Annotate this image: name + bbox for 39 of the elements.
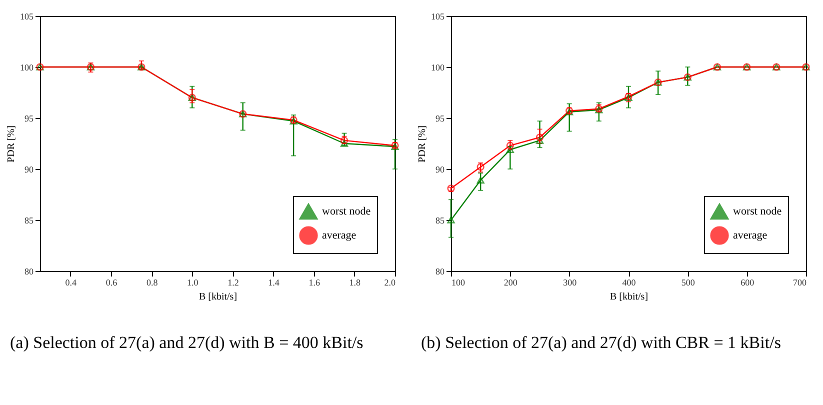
x-tick-label: 200	[504, 278, 518, 288]
text: (a) Selection of 27(a) and 27(d) with B = 400 kBit/s	[9, 332, 364, 354]
x-axis-title: B [kbit/s]	[198, 292, 238, 302]
y-tick-label: 105	[431, 12, 445, 22]
x-tick-label: 600	[740, 278, 755, 288]
y-tick-label: 95	[24, 114, 34, 124]
x-tick-label: 1.0	[187, 278, 199, 288]
text: (b) Selection of 27(a) and 27(d) with CBR = 1 kBit/s	[420, 332, 782, 354]
x-tick-label: 300	[563, 278, 578, 288]
y-tick-label: 80	[436, 266, 445, 276]
x-tick-label: 500	[681, 278, 696, 288]
point	[340, 140, 348, 147]
y-tick-label: 80	[24, 266, 34, 276]
x-tick-label: 400	[622, 278, 636, 288]
x-tick-label: 1.6	[308, 278, 320, 288]
y-tick-label: 90	[436, 164, 445, 174]
y-tick-label: 85	[436, 216, 445, 226]
x-tick-label: 0.4	[65, 278, 78, 288]
y-axis-title: PDR [%]	[417, 126, 428, 162]
x-tick-label: 700	[793, 278, 807, 288]
x-tick-label: 2.0	[384, 278, 396, 288]
legend-label: worst node	[322, 206, 371, 218]
x-tick-label: 0.6	[106, 278, 118, 288]
legend-label: average	[322, 230, 356, 242]
x-tick-label: 1.8	[349, 278, 362, 288]
y-axis-title: PDR [%]	[6, 126, 17, 162]
x-tick-label: 100	[452, 278, 466, 288]
x-tick-label: 1.2	[228, 278, 239, 288]
x-tick-label: 1.4	[268, 278, 280, 288]
y-tick-label: 95	[436, 114, 445, 124]
y-tick-label: 90	[24, 164, 34, 174]
legend-label: worst node	[733, 206, 782, 218]
x-axis-title: B [kbit/s]	[610, 292, 648, 302]
y-tick-label: 100	[20, 62, 34, 72]
x-tick-label: 0.8	[146, 278, 158, 288]
y-tick-label: 100	[431, 62, 445, 72]
legend-label: average	[733, 230, 768, 242]
y-tick-label: 105	[20, 12, 34, 22]
y-tick-label: 85	[24, 216, 34, 226]
